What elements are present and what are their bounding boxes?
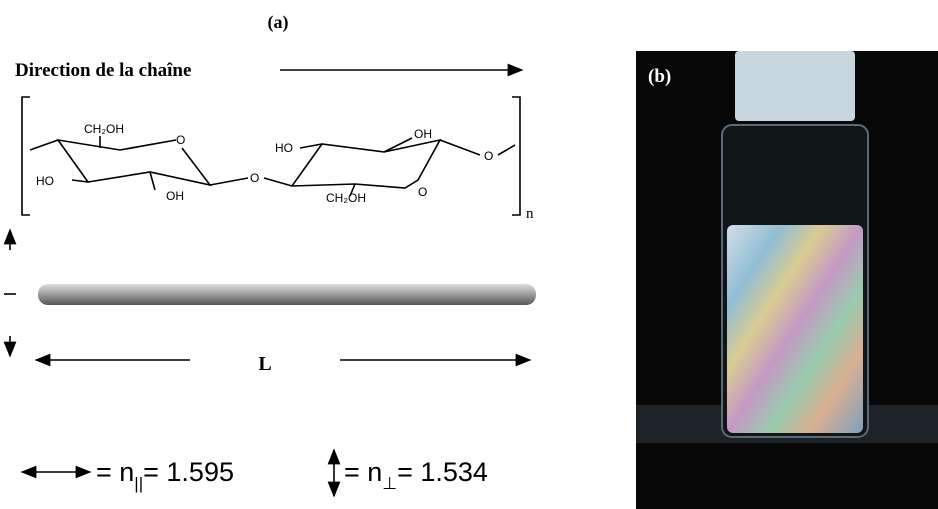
atom: OH <box>414 127 432 141</box>
brackets <box>21 96 521 216</box>
length-label: L <box>258 353 271 375</box>
molecule <box>29 136 516 197</box>
perpendicular-equation: = n⊥= 1.534 <box>344 457 488 493</box>
atom: O <box>176 133 185 147</box>
panel-label: (b) <box>648 66 671 87</box>
eq-lhs: = n <box>96 457 134 487</box>
eq-lhs: = n <box>344 457 382 487</box>
liquid <box>727 225 863 433</box>
vial-cap <box>735 51 855 121</box>
eq-sub: ⊥ <box>382 474 397 493</box>
panel-label: (a) <box>268 12 289 33</box>
atom: O <box>418 185 427 199</box>
eq-rhs: = 1.595 <box>143 457 234 487</box>
atom: CH₂OH <box>326 191 366 205</box>
atom: O <box>484 149 493 163</box>
nanocrystal-rod <box>38 284 536 305</box>
atom: O <box>250 171 259 185</box>
atom: OH <box>166 189 184 203</box>
parallel-equation: = n||= 1.595 <box>96 457 234 493</box>
eq-sub: || <box>134 474 143 493</box>
atom: HO <box>275 141 293 155</box>
repeat-index: n <box>526 206 534 222</box>
atom: HO <box>36 174 54 188</box>
atom: CH₂OH <box>84 122 124 136</box>
chain-direction: Direction de la chaîne <box>15 60 191 81</box>
eq-rhs: = 1.534 <box>397 457 488 487</box>
